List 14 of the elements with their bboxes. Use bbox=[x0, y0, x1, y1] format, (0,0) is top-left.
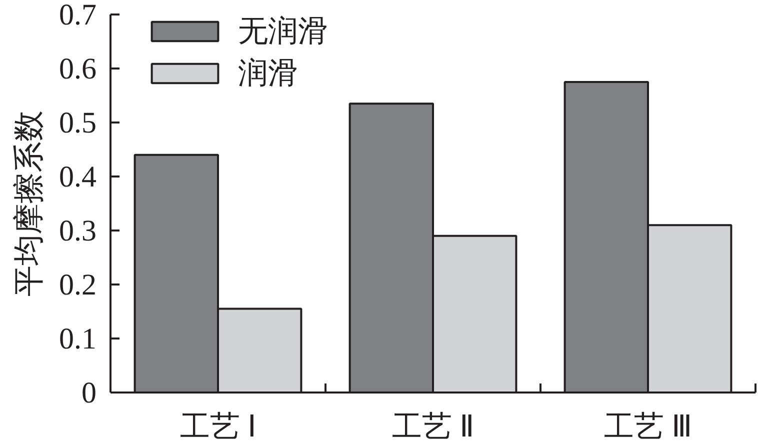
y-tick-label: 0.5 bbox=[59, 106, 96, 140]
x-tick-label: 工艺 Ⅱ bbox=[392, 410, 474, 444]
y-axis-title: 平均摩擦系数 bbox=[11, 110, 46, 296]
y-tick-label: 0.2 bbox=[59, 268, 96, 302]
y-tick-label: 0.1 bbox=[59, 322, 96, 356]
y-tick-label: 0.6 bbox=[59, 52, 96, 86]
y-tick-label: 0.4 bbox=[59, 160, 96, 194]
x-tick-label: 工艺 Ⅰ bbox=[180, 410, 256, 444]
y-tick-label: 0.3 bbox=[59, 214, 96, 248]
legend-label: 无润滑 bbox=[238, 14, 328, 50]
y-tick-label: 0 bbox=[82, 376, 96, 410]
y-tick-label: 0.7 bbox=[59, 0, 96, 32]
legend-label: 润滑 bbox=[238, 56, 298, 92]
x-tick-label: 工艺 Ⅲ bbox=[604, 410, 692, 444]
